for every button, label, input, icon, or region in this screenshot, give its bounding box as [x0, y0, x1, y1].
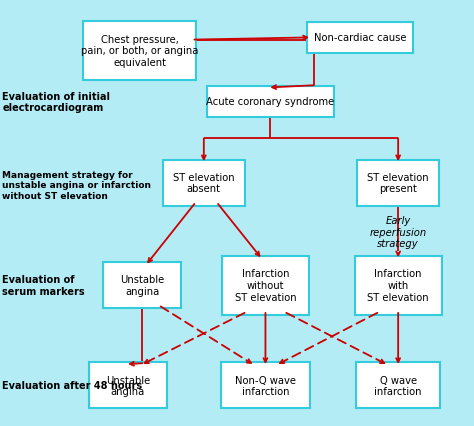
FancyBboxPatch shape — [357, 160, 439, 206]
Text: Unstable
angina: Unstable angina — [120, 275, 164, 296]
Text: Non-cardiac cause: Non-cardiac cause — [314, 33, 407, 43]
Text: ST elevation
present: ST elevation present — [367, 173, 429, 194]
FancyBboxPatch shape — [103, 262, 181, 308]
Text: Q wave
infarction: Q wave infarction — [374, 375, 422, 396]
Text: Unstable
angina: Unstable angina — [106, 375, 150, 396]
Text: Evaluation after 48 hours: Evaluation after 48 hours — [2, 380, 143, 391]
Text: Management strategy for
unstable angina or infarction
without ST elevation: Management strategy for unstable angina … — [2, 170, 151, 200]
Text: Chest pressure,
pain, or both, or angina
equivalent: Chest pressure, pain, or both, or angina… — [81, 35, 199, 68]
Text: Non-Q wave
infarction: Non-Q wave infarction — [235, 375, 296, 396]
Text: Evaluation of initial
electrocardiogram: Evaluation of initial electrocardiogram — [2, 92, 110, 113]
FancyBboxPatch shape — [222, 256, 309, 315]
FancyBboxPatch shape — [163, 160, 245, 206]
Text: Acute coronary syndrome: Acute coronary syndrome — [206, 97, 334, 107]
FancyBboxPatch shape — [356, 363, 440, 409]
FancyBboxPatch shape — [355, 256, 442, 315]
Text: Infarction
without
ST elevation: Infarction without ST elevation — [235, 269, 296, 302]
FancyBboxPatch shape — [207, 86, 334, 118]
Text: Infarction
with
ST elevation: Infarction with ST elevation — [367, 269, 429, 302]
FancyBboxPatch shape — [83, 22, 196, 81]
FancyBboxPatch shape — [221, 363, 310, 409]
FancyBboxPatch shape — [307, 23, 413, 54]
Text: Early
reperfusion
strategy: Early reperfusion strategy — [370, 216, 427, 249]
Text: ST elevation
absent: ST elevation absent — [173, 173, 235, 194]
FancyBboxPatch shape — [89, 363, 167, 409]
Text: Evaluation of
serum markers: Evaluation of serum markers — [2, 275, 85, 296]
